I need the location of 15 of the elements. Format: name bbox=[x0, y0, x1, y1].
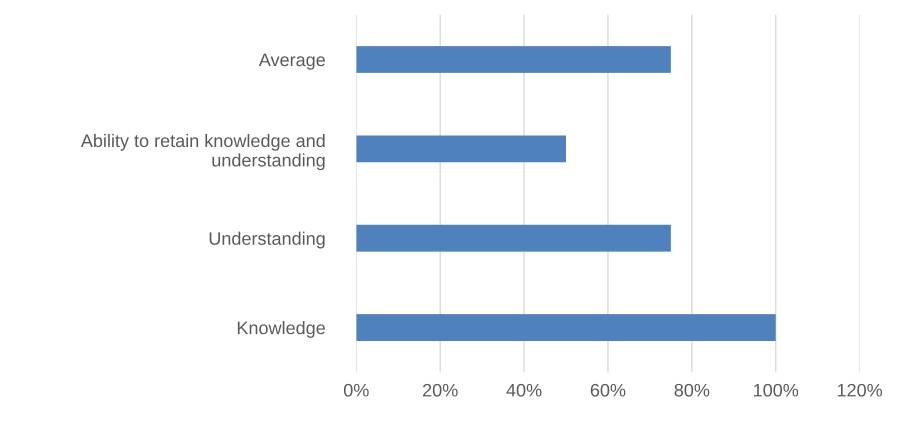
y-tick-label: Ability to retain knowledge and understanding bbox=[80, 134, 325, 170]
bar bbox=[356, 224, 671, 252]
x-tick-label: 100% bbox=[754, 384, 798, 397]
x-tick-label: 20% bbox=[423, 384, 458, 397]
y-tick-label: Understanding bbox=[210, 232, 325, 248]
x-tick-label: 0% bbox=[344, 384, 369, 397]
x-tick-label: 80% bbox=[674, 384, 710, 397]
bar bbox=[356, 46, 671, 73]
bar bbox=[356, 135, 566, 162]
y-tick-label: Knowledge bbox=[238, 321, 325, 338]
x-tick-label: 120% bbox=[838, 384, 882, 397]
y-tick-label: Average bbox=[258, 54, 325, 70]
bar bbox=[356, 314, 776, 341]
x-tick-label: 60% bbox=[590, 384, 626, 397]
x-tick-label: 40% bbox=[506, 384, 542, 397]
